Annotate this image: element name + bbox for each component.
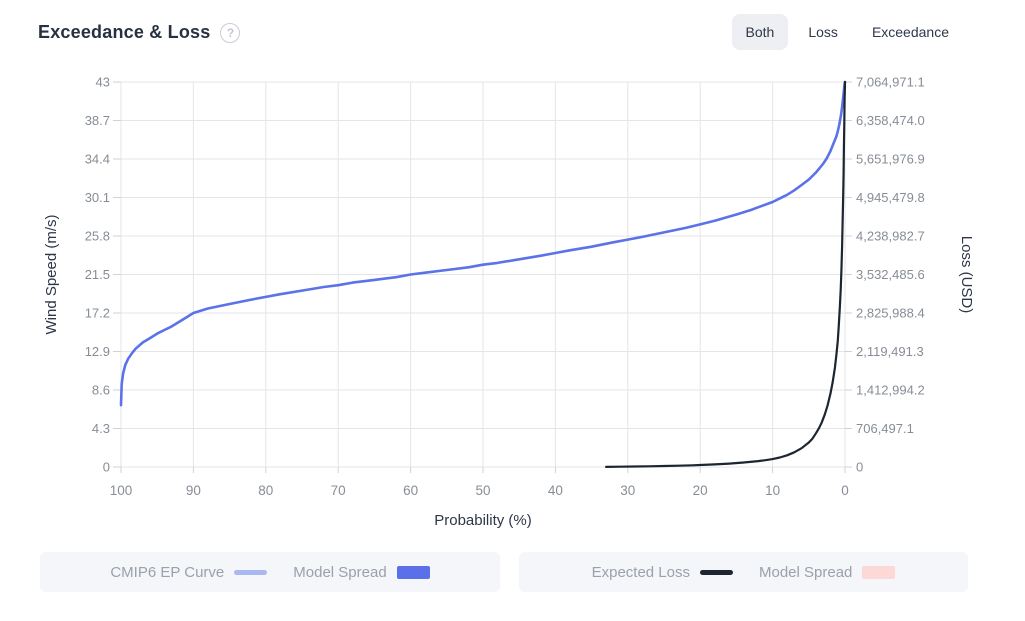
- expected-loss-line-swatch: [700, 569, 733, 575]
- svg-text:43: 43: [96, 75, 110, 90]
- legend-label: CMIP6 EP Curve: [110, 563, 225, 581]
- svg-text:2,119,491.3: 2,119,491.3: [856, 344, 924, 359]
- loss-tick-labels: 7,064,971.1 6,358,474.0 5,651,976.9 4,945,4…: [856, 75, 925, 475]
- svg-text:38.7: 38.7: [85, 113, 110, 128]
- svg-text:50: 50: [475, 483, 490, 498]
- svg-text:20: 20: [693, 483, 708, 498]
- header: Exceedance & Loss ? Both Loss Exceedance: [0, 0, 1025, 62]
- svg-text:34.4: 34.4: [85, 152, 110, 167]
- svg-text:4,945,479.8: 4,945,479.8: [856, 190, 925, 205]
- chart-svg: 4338.734.430.125.821.517.212.98.64.307,0…: [43, 75, 975, 530]
- svg-text:30.1: 30.1: [85, 190, 110, 205]
- exceedance-loss-chart: 43 38.7 34.4 30.1 25.8 21.5 17.2 12.9 8.6 4.3 0 7,0…: [0, 62, 1025, 532]
- model-spread-blue-swatch: [396, 565, 430, 579]
- svg-text:25.8: 25.8: [85, 229, 110, 244]
- page-title: Exceedance & Loss: [38, 22, 211, 42]
- svg-text:60: 60: [403, 483, 418, 498]
- svg-text:7,064,971.1: 7,064,971.1: [856, 75, 925, 90]
- right-axis-title: Loss (USD): [958, 236, 975, 314]
- svg-text:70: 70: [331, 483, 346, 498]
- svg-text:3,532,485.6: 3,532,485.6: [856, 267, 925, 282]
- svg-text:21.5: 21.5: [85, 267, 110, 282]
- x-axis-title: Probability (%): [434, 512, 532, 529]
- model-spread-pink-swatch: [862, 565, 896, 579]
- toggle-both-button[interactable]: Both: [731, 14, 789, 50]
- help-icon[interactable]: ?: [220, 22, 241, 43]
- svg-text:12.9: 12.9: [85, 344, 110, 359]
- svg-text:0: 0: [841, 483, 849, 498]
- legend-item-expected-loss[interactable]: Expected Loss: [592, 564, 733, 581]
- svg-text:80: 80: [258, 483, 273, 498]
- legend-row: CMIP6 EP Curve Model Spread Expected Los…: [40, 552, 968, 592]
- legend-label: Expected Loss: [591, 563, 690, 581]
- probability-tick-labels: 100 90 80 70 60 50 40 30 20 10 0: [110, 483, 849, 498]
- legend-item-cmip6-ep-curve[interactable]: CMIP6 EP Curve: [110, 563, 268, 581]
- svg-text:0: 0: [103, 460, 110, 475]
- legend-label: Model Spread: [759, 563, 853, 581]
- svg-text:706,497.1: 706,497.1: [856, 421, 914, 436]
- title-wrap: Exceedance & Loss ?: [38, 22, 241, 43]
- svg-text:40: 40: [548, 483, 563, 498]
- svg-text:8.6: 8.6: [92, 383, 110, 398]
- wind-tick-labels: 43 38.7 34.4 30.1 25.8 21.5 17.2 12.9 8.6 4.3 0: [85, 75, 110, 475]
- svg-text:10: 10: [765, 483, 780, 498]
- cmip6-ep-curve-curve: [119, 80, 847, 407]
- toggle-exceedance-button[interactable]: Exceedance: [858, 14, 963, 50]
- left-axis-title: Wind Speed (m/s): [43, 214, 60, 334]
- legend-item-model-spread-loss[interactable]: Model Spread: [759, 563, 896, 581]
- svg-text:90: 90: [186, 483, 201, 498]
- svg-text:4,238,982.7: 4,238,982.7: [856, 229, 925, 244]
- svg-text:2,825,988.4: 2,825,988.4: [856, 306, 925, 321]
- loss-legend: Expected Loss Model Spread: [519, 552, 968, 592]
- svg-text:17.2: 17.2: [85, 306, 110, 321]
- svg-text:1,412,994.2: 1,412,994.2: [856, 383, 925, 398]
- tick-marks: [113, 81, 852, 473]
- expected-loss-curve: [604, 80, 847, 468]
- toggle-loss-button[interactable]: Loss: [794, 14, 852, 50]
- legend-label: Model Spread: [293, 563, 387, 581]
- svg-text:6,358,474.0: 6,358,474.0: [856, 113, 925, 128]
- svg-text:4.3: 4.3: [92, 421, 110, 436]
- exceedance-legend: CMIP6 EP Curve Model Spread: [40, 552, 500, 592]
- svg-text:100: 100: [110, 483, 133, 498]
- legend-item-model-spread-wind[interactable]: Model Spread: [293, 563, 430, 581]
- svg-text:0: 0: [856, 460, 863, 475]
- grid: [120, 81, 846, 468]
- svg-text:5,651,976.9: 5,651,976.9: [856, 152, 925, 167]
- svg-text:30: 30: [620, 483, 635, 498]
- ep-curve-line-swatch: [234, 569, 268, 575]
- view-toggle-group: Both Loss Exceedance: [731, 14, 963, 50]
